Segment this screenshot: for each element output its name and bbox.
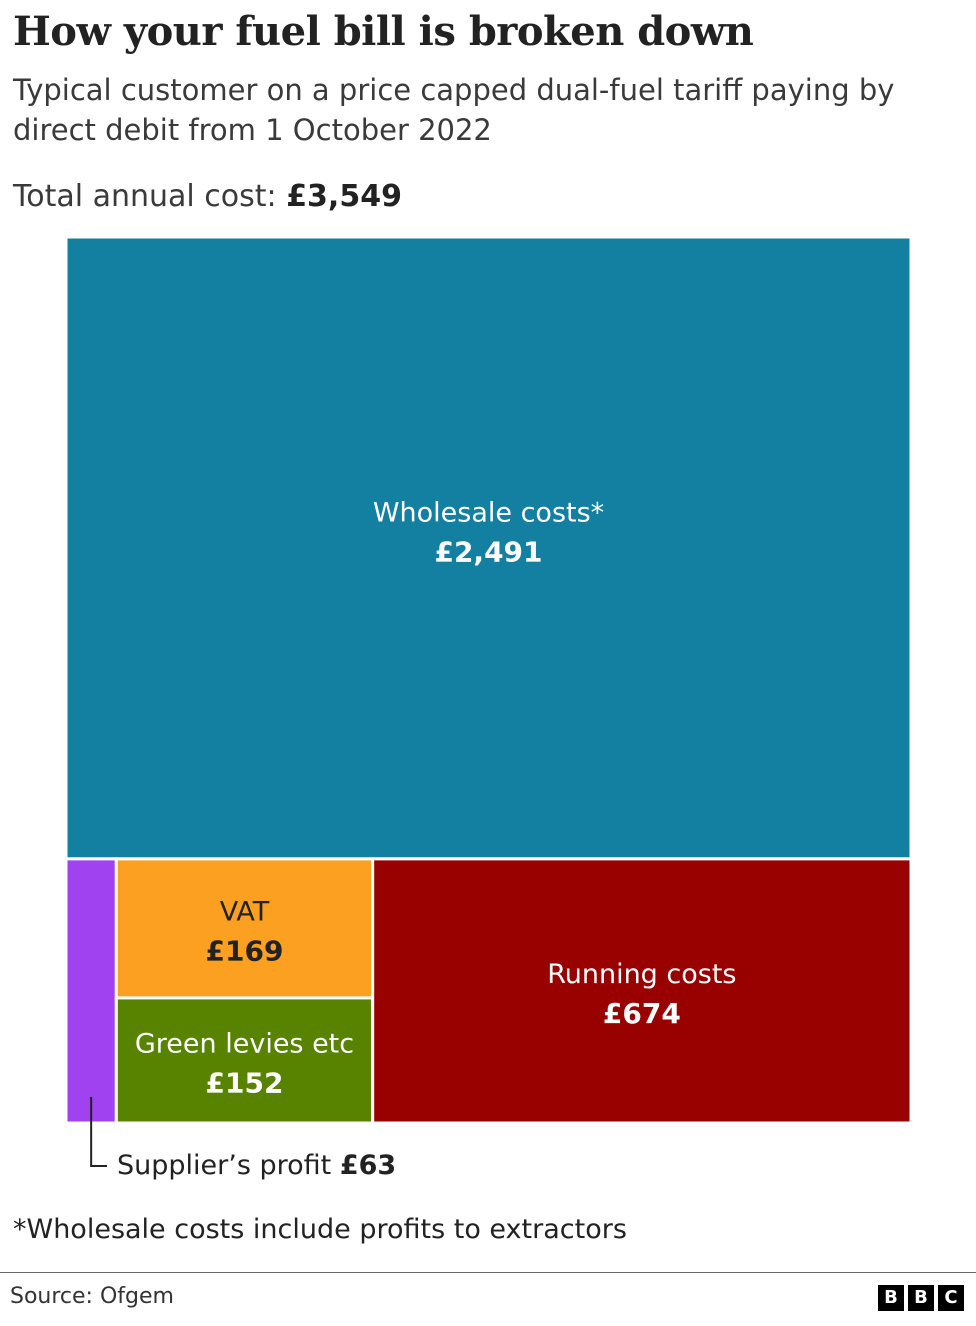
bbc-logo: B B C [878, 1285, 964, 1311]
total-annual-cost: Total annual cost: £3,549 [13, 179, 402, 214]
bbc-logo-block: B [878, 1285, 904, 1311]
vat-value: £169 [206, 934, 284, 967]
footnote: *Wholesale costs include profits to extr… [13, 1214, 627, 1245]
supplier-profit-value: £63 [339, 1150, 397, 1181]
treemap-cells: Wholesale costs* £2,491 VAT £169 Green levie… [64, 235, 913, 1125]
vat-label: VAT [220, 896, 270, 927]
supplier-profit-label: Supplier’s profit [117, 1150, 332, 1181]
wholesale-cell [64, 235, 913, 861]
profit-cell [64, 857, 118, 1125]
bbc-logo-block: B [908, 1285, 934, 1311]
profit-leader-line [90, 1097, 107, 1167]
running-label: Running costs [547, 959, 736, 990]
chart-subtitle: Typical customer on a price capped dual-… [13, 73, 895, 147]
wholesale-label: Wholesale costs* [373, 497, 604, 528]
green-cell [114, 996, 375, 1125]
bbc-logo-block: C [938, 1285, 964, 1311]
supplier-profit-annotation: Supplier’s profit £63 [117, 1150, 396, 1181]
wholesale-value: £2,491 [434, 535, 542, 568]
running-value: £674 [603, 997, 681, 1030]
total-value: £3,549 [286, 179, 402, 214]
green-value: £152 [206, 1066, 284, 1099]
source-note: Source: Ofgem [10, 1284, 174, 1309]
total-label: Total annual cost: [13, 179, 277, 214]
running-cell [371, 857, 913, 1125]
green-label: Green levies etc [135, 1028, 354, 1059]
footer-divider [0, 1272, 976, 1273]
chart-title: How your fuel bill is broken down [13, 8, 754, 55]
vat-cell [114, 857, 375, 1000]
